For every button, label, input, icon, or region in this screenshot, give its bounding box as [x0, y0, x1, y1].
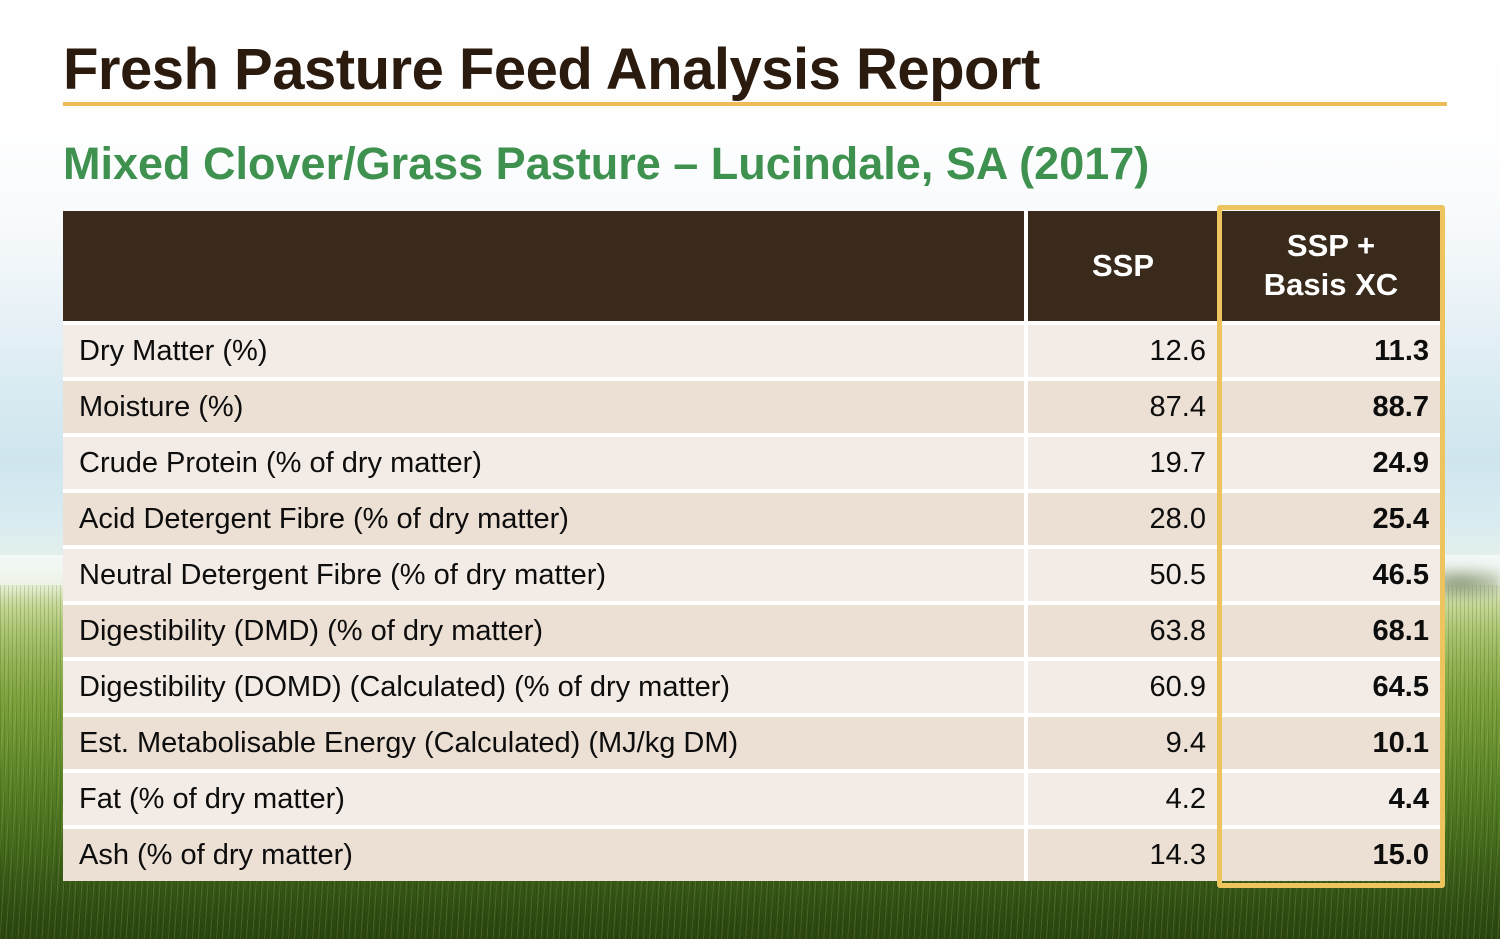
ssp-basis-xc-value: 25.4 [1222, 493, 1440, 545]
ssp-basis-xc-value: 10.1 [1222, 717, 1440, 769]
row-label: Acid Detergent Fibre (% of dry matter) [63, 493, 1024, 545]
column-header-ssp-basis-xc: SSP + Basis XC [1222, 211, 1440, 321]
row-label: Ash (% of dry matter) [63, 829, 1024, 881]
row-label: Crude Protein (% of dry matter) [63, 437, 1024, 489]
ssp-basis-xc-value: 4.4 [1222, 773, 1440, 825]
row-label: Digestibility (DOMD) (Calculated) (% of … [63, 661, 1024, 713]
row-label: Neutral Detergent Fibre (% of dry matter… [63, 549, 1024, 601]
ssp-value: 60.9 [1028, 661, 1218, 713]
ssp-basis-xc-value: 46.5 [1222, 549, 1440, 601]
ssp-value: 87.4 [1028, 381, 1218, 433]
page-title: Fresh Pasture Feed Analysis Report [63, 37, 1040, 102]
ssp-basis-xc-value: 68.1 [1222, 605, 1440, 657]
ssp-basis-xc-value: 64.5 [1222, 661, 1440, 713]
row-label: Moisture (%) [63, 381, 1024, 433]
ssp-value: 4.2 [1028, 773, 1218, 825]
row-label: Fat (% of dry matter) [63, 773, 1024, 825]
row-label: Dry Matter (%) [63, 325, 1024, 377]
ssp-value: 9.4 [1028, 717, 1218, 769]
column-header-ssp: SSP [1028, 211, 1218, 321]
ssp-basis-xc-value: 24.9 [1222, 437, 1440, 489]
ssp-value: 19.7 [1028, 437, 1218, 489]
feed-analysis-table: SSP SSP + Basis XC Dry Matter (%) 12.6 1… [63, 205, 1445, 888]
title-accent-line [63, 102, 1447, 106]
ssp-value: 50.5 [1028, 549, 1218, 601]
ssp-basis-xc-value: 15.0 [1222, 829, 1440, 881]
ssp-value: 14.3 [1028, 829, 1218, 881]
ssp-value: 28.0 [1028, 493, 1218, 545]
ssp-basis-xc-value: 11.3 [1222, 325, 1440, 377]
ssp-basis-xc-value: 88.7 [1222, 381, 1440, 433]
row-label: Digestibility (DMD) (% of dry matter) [63, 605, 1024, 657]
row-label: Est. Metabolisable Energy (Calculated) (… [63, 717, 1024, 769]
page-subtitle: Mixed Clover/Grass Pasture – Lucindale, … [63, 138, 1150, 189]
table-corner-header [63, 211, 1024, 321]
ssp-value: 63.8 [1028, 605, 1218, 657]
ssp-value: 12.6 [1028, 325, 1218, 377]
